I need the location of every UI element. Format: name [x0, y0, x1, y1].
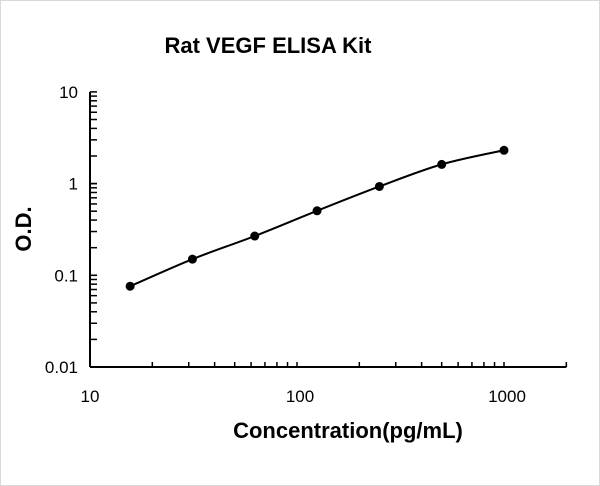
data-point [374, 181, 384, 191]
data-point [125, 281, 135, 291]
data-point [250, 231, 260, 241]
standard-curve-line [129, 149, 505, 288]
x-tick-label: 10 [81, 387, 100, 406]
data-point [187, 254, 197, 264]
x-tick-label: 100 [286, 387, 314, 406]
data-point [312, 206, 322, 216]
data-point [499, 145, 509, 155]
y-axis-title: O.D. [11, 206, 36, 251]
chart-title: Rat VEGF ELISA Kit [165, 33, 373, 58]
data-point [437, 159, 447, 169]
x-tick-label: 1000 [488, 387, 526, 406]
y-tick-label: 1 [69, 175, 78, 194]
x-axis-title: Concentration(pg/mL) [233, 418, 463, 443]
y-tick-label: 0.01 [45, 358, 78, 377]
y-tick-label: 0.1 [54, 266, 78, 285]
y-tick-label: 10 [59, 83, 78, 102]
